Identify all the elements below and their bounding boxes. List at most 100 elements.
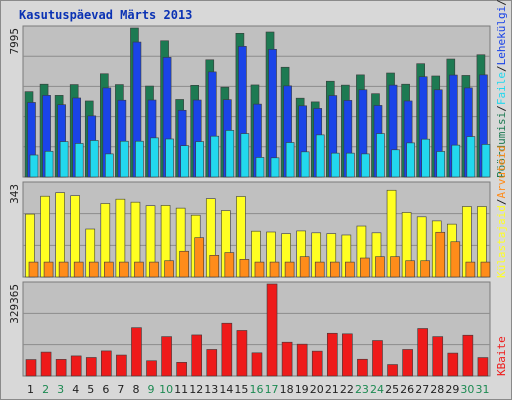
x-tick-label: 21: [325, 383, 339, 396]
legend-entry: Külastajaid: [495, 205, 508, 278]
x-tick-label: 1: [27, 383, 34, 396]
bar-faile: [120, 140, 129, 178]
x-tick-label: 13: [204, 383, 218, 396]
bar-arvuteid: [194, 237, 205, 278]
x-tick-label: 22: [340, 383, 354, 396]
bar-kbaite: [342, 333, 353, 377]
legend-hits: Pöördumisi/Faile/Lehekülgi/Külastusi: [495, 0, 508, 178]
bar-arvuteid: [390, 256, 400, 278]
x-tick-label: 31: [475, 383, 489, 396]
bar-kbaite: [477, 357, 489, 377]
bar-arvuteid: [239, 259, 250, 278]
bar-arvuteid: [73, 261, 84, 278]
bar-arvuteid: [435, 231, 446, 278]
bar-arvuteid: [149, 261, 159, 278]
bar-kbaite: [161, 336, 172, 377]
y-max-label-kbytes: 329365: [8, 284, 21, 324]
bar-arvuteid: [345, 261, 355, 278]
bar-arvuteid: [269, 261, 280, 278]
bar-faile: [225, 130, 235, 178]
bar-kbaite: [417, 328, 428, 377]
x-tick-label: 19: [295, 383, 309, 396]
bar-arvuteid: [209, 255, 220, 278]
legend-entry: Pöördumisi: [495, 112, 508, 178]
bar-kbaite: [432, 336, 444, 377]
bar-kbaite: [402, 349, 413, 377]
bar-arvuteid: [375, 256, 385, 278]
x-tick-label: 8: [132, 383, 139, 396]
bar-kbaite: [251, 352, 263, 377]
legend-entry: Faile: [495, 72, 508, 105]
bar-arvuteid: [58, 261, 69, 278]
x-tick-label: 27: [415, 383, 429, 396]
chart-title: Kasutuspäevad Märts 2013: [19, 8, 193, 22]
bar-kbaite: [70, 355, 82, 377]
bar-faile: [315, 134, 325, 178]
x-tick-label: 28: [430, 383, 444, 396]
bar-kbaite: [146, 360, 157, 377]
bar-faile: [330, 152, 340, 178]
legend-entry: /: [495, 65, 508, 72]
legend-visits: Külastajaid/Arvuteid: [495, 146, 508, 278]
bar-kbaite: [387, 364, 398, 377]
bar-faile: [255, 157, 265, 178]
legend-entry: KBaite: [495, 336, 508, 376]
legend-entry: /: [495, 199, 508, 206]
bar-faile: [29, 154, 39, 178]
bar-kbaite: [55, 359, 67, 377]
x-tick-label: 20: [310, 383, 324, 396]
bar-faile: [180, 145, 189, 178]
bar-arvuteid: [134, 261, 144, 278]
bar-arvuteid: [465, 261, 476, 278]
bar-faile: [481, 144, 491, 178]
bar-kbaite: [85, 357, 97, 377]
bar-faile: [466, 136, 476, 178]
bar-arvuteid: [329, 261, 340, 278]
bar-arvuteid: [88, 261, 99, 278]
bar-arvuteid: [480, 261, 491, 278]
bar-kbaite: [326, 332, 338, 377]
legend-kbytes: KBaite: [495, 336, 508, 376]
bar-kbaite: [40, 351, 52, 377]
y-max-label-hits: 7995: [8, 28, 21, 55]
bar-arvuteid: [405, 260, 415, 278]
x-tick-label: 16: [250, 383, 264, 396]
x-tick-label: 29: [445, 383, 459, 396]
x-tick-label: 26: [400, 383, 414, 396]
bar-faile: [346, 152, 355, 178]
bar-arvuteid: [28, 261, 39, 278]
bar-kbaite: [462, 334, 474, 377]
bar-arvuteid: [420, 260, 430, 278]
bar-arvuteid: [224, 252, 235, 278]
bar-faile: [150, 137, 159, 178]
bar-faile: [436, 151, 446, 178]
x-tick-label: 2: [42, 383, 49, 396]
bar-faile: [376, 133, 385, 178]
x-tick-label: 5: [87, 383, 94, 396]
x-tick-label: 11: [174, 383, 188, 396]
bar-kbaite: [191, 334, 203, 377]
bar-faile: [135, 140, 144, 178]
bar-kbaite: [25, 359, 37, 377]
bar-faile: [391, 149, 400, 178]
bar-kbaite: [236, 330, 248, 377]
bar-faile: [210, 135, 220, 178]
bar-faile: [240, 133, 250, 178]
bar-arvuteid: [254, 261, 265, 278]
bar-arvuteid: [360, 257, 370, 278]
bar-arvuteid: [164, 260, 174, 278]
bar-arvuteid: [314, 261, 325, 278]
x-tick-label: 24: [370, 383, 384, 396]
bar-faile: [285, 142, 295, 178]
bar-kbaite: [116, 354, 127, 377]
x-tick-label: 18: [280, 383, 294, 396]
x-tick-label: 6: [102, 383, 109, 396]
bar-faile: [361, 153, 370, 178]
bar-arvuteid: [284, 261, 295, 278]
bar-arvuteid: [43, 261, 54, 278]
legend-entry: /: [495, 0, 508, 6]
bar-kbaite: [266, 283, 278, 377]
bar-faile: [300, 151, 310, 178]
bar-kbaite: [221, 322, 233, 377]
